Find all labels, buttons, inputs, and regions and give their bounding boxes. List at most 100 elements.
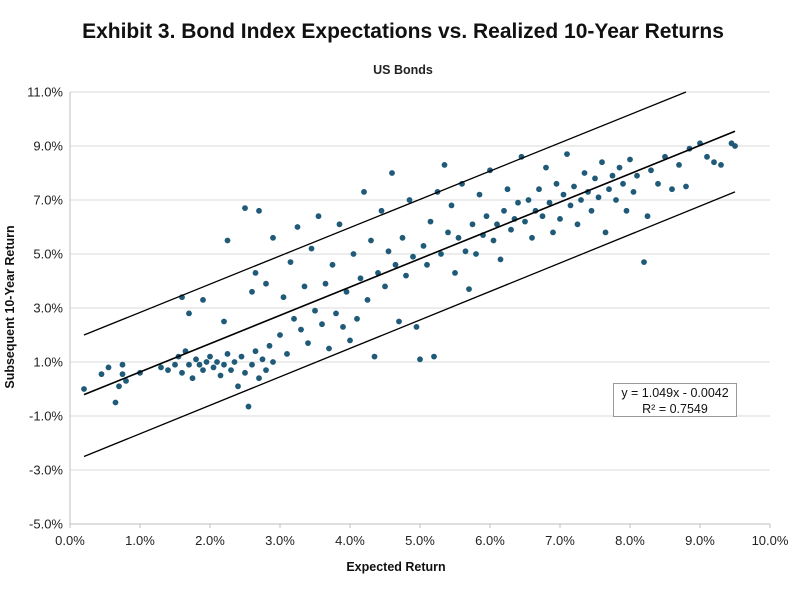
data-point (350, 251, 357, 257)
data-point (564, 151, 570, 158)
data-point (270, 234, 276, 241)
y-tick-label: 5.0% (33, 247, 63, 262)
data-point (529, 234, 535, 241)
data-point (252, 348, 259, 355)
data-point (417, 356, 423, 363)
data-point (669, 186, 675, 193)
data-point (557, 216, 563, 222)
data-point (298, 326, 304, 333)
data-point (305, 340, 311, 346)
data-point (508, 226, 514, 233)
data-point (228, 367, 234, 373)
data-point (543, 164, 549, 171)
y-tick-label: -3.0% (29, 463, 63, 478)
data-point (245, 403, 252, 410)
trendline (83, 130, 736, 396)
data-point (385, 248, 392, 255)
y-tick-label: 7.0% (33, 193, 63, 208)
data-point (119, 371, 126, 378)
data-point (445, 229, 451, 236)
data-point (207, 353, 213, 360)
x-tick-label: 0.0% (55, 533, 85, 548)
data-point (438, 251, 444, 257)
data-point (361, 189, 367, 195)
data-point (420, 243, 427, 249)
data-point (704, 153, 710, 160)
data-point (357, 275, 364, 282)
data-point (431, 353, 437, 360)
data-point (249, 361, 255, 368)
data-point (462, 248, 469, 255)
data-point (256, 375, 262, 382)
data-point (581, 170, 588, 176)
data-point (123, 378, 129, 384)
data-point (347, 337, 353, 344)
data-point (189, 375, 196, 382)
data-point (588, 207, 595, 214)
data-point (221, 361, 227, 368)
data-point (410, 253, 416, 260)
data-point (224, 237, 231, 244)
data-point (319, 321, 325, 328)
data-point (256, 207, 262, 214)
data-point (396, 318, 402, 325)
data-point (592, 175, 598, 182)
data-point (595, 194, 602, 201)
data-point (326, 345, 332, 352)
data-point (546, 199, 553, 206)
y-tick-label: 9.0% (33, 139, 63, 154)
data-point (322, 280, 329, 287)
data-point (81, 386, 87, 392)
y-tick-label: -1.0% (29, 409, 63, 424)
data-point (522, 218, 528, 225)
data-point (217, 372, 224, 379)
data-point (221, 318, 227, 325)
data-point (448, 202, 455, 209)
data-point (452, 270, 458, 276)
data-point (235, 383, 241, 390)
data-point (336, 221, 343, 228)
data-point (389, 170, 395, 176)
data-point (476, 191, 483, 198)
data-point (525, 197, 532, 203)
data-point (399, 234, 406, 241)
data-point (200, 297, 206, 303)
data-point (711, 159, 717, 166)
axes: -5.0% -3.0% -1.0% 1.0% 3.0% 5.0% 7.0% 9.0% 11.0%… (27, 85, 789, 549)
data-point (683, 183, 689, 190)
data-point (284, 351, 290, 357)
data-point (497, 256, 504, 263)
data-point (718, 162, 724, 168)
data-point (186, 310, 192, 317)
data-point (210, 364, 217, 371)
trendline-equation-box: y = 1.049x - 0.0042 R² = 0.7549 (613, 383, 737, 417)
data-point (291, 315, 297, 322)
data-point (224, 351, 231, 357)
data-point (732, 143, 738, 149)
data-point (616, 164, 623, 171)
trendline-equation: y = 1.049x - 0.0042 (621, 386, 729, 400)
data-point (354, 315, 360, 322)
data-point (259, 356, 266, 363)
lower-band-line (83, 191, 736, 458)
data-point (469, 221, 476, 228)
x-tick-label: 8.0% (615, 533, 645, 548)
data-point (424, 261, 430, 268)
y-tick-label: 11.0% (27, 85, 63, 100)
data-point (238, 353, 245, 360)
data-point (266, 342, 273, 349)
x-tick-label: 10.0% (752, 533, 789, 548)
data-point (329, 261, 336, 268)
data-point (382, 283, 388, 290)
x-tick-label: 1.0% (125, 533, 155, 548)
data-point (196, 361, 203, 368)
data-point (550, 229, 556, 236)
fit-lines (83, 91, 736, 458)
data-point (308, 245, 315, 252)
data-point (609, 172, 616, 179)
data-point (231, 359, 238, 365)
data-point (655, 180, 661, 187)
data-point (315, 213, 322, 220)
data-point (676, 162, 682, 168)
